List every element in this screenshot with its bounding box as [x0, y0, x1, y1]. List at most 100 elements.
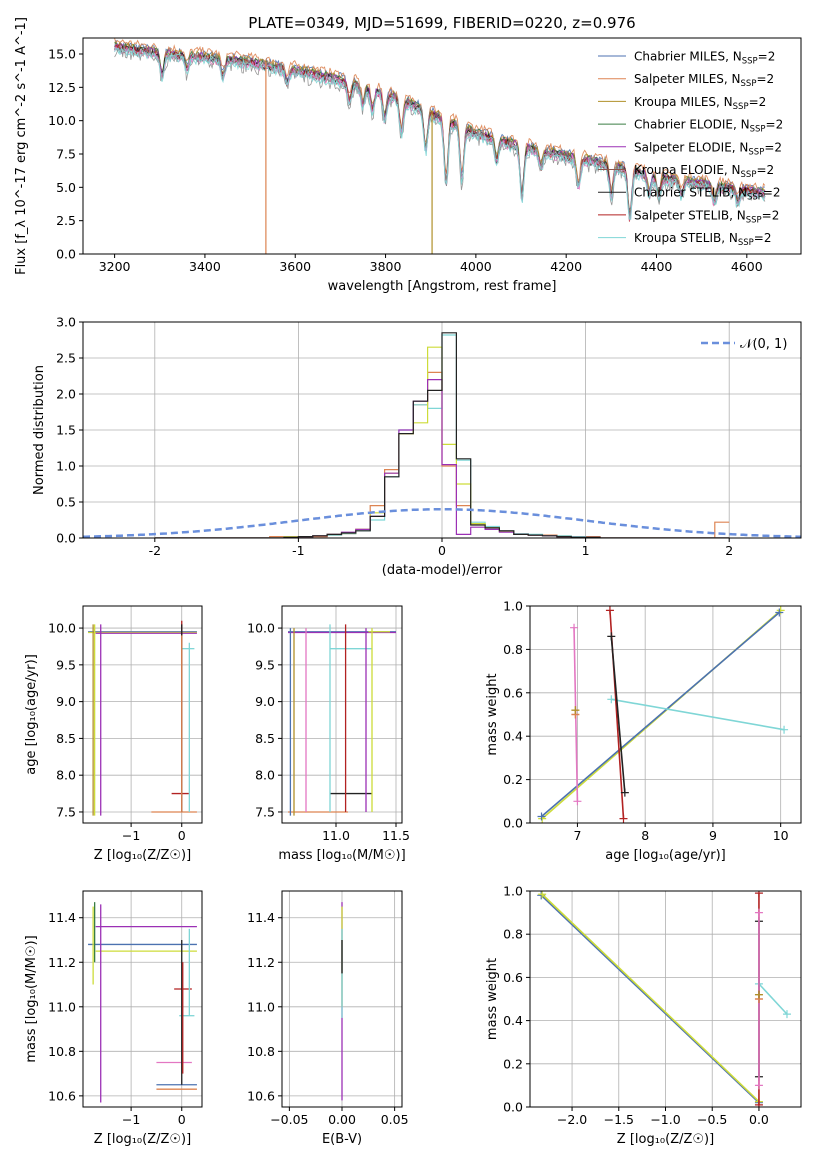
- legend-label: Kroupa MILES, NSSP=2: [634, 95, 766, 112]
- y-tick-label: 5.0: [56, 180, 76, 195]
- y-tick-label: 11.4: [48, 910, 76, 925]
- y-axis-label: age [log₁₀(age/yr)]: [24, 654, 39, 775]
- residuals-legend: 𝒩(0, 1): [701, 337, 787, 352]
- x-tick-label: 0: [438, 543, 446, 558]
- plot-area: [83, 332, 801, 538]
- weight-marker: [607, 632, 616, 641]
- y-tick-label: 10.6: [48, 1088, 76, 1103]
- residuals-panel: -2 -1 0 1 2 0.0 0.5 1.0 1.5 2.0 2.5 3.0 (data-model)…: [32, 315, 802, 578]
- y-tick-label: 2.5: [56, 351, 76, 366]
- legend-subscript: SSP: [742, 57, 758, 67]
- weight-marker: [605, 606, 614, 615]
- y-tick-label: 9.0: [56, 694, 76, 709]
- y-tick-label: 1.0: [503, 884, 523, 899]
- legend-subscript: SSP: [747, 193, 763, 203]
- y-tick-label: 11.2: [247, 955, 275, 970]
- y-tick-label: 11.0: [247, 999, 275, 1014]
- normal-curve-legend-label: 𝒩(0, 1): [740, 337, 787, 352]
- plot-area: [88, 620, 197, 816]
- x-axis-label: (data-model)/error: [382, 563, 503, 578]
- legend-tail: =2: [754, 231, 772, 245]
- legend-subscript: SSP: [748, 147, 764, 157]
- plot-area: [537, 891, 791, 1107]
- y-tick-label: 10.0: [48, 113, 76, 128]
- weight-marker: [607, 695, 616, 704]
- y-tick-label: 9.0: [255, 694, 275, 709]
- y-tick-label: 1.0: [56, 459, 76, 474]
- y-tick-label: 10.8: [48, 1044, 76, 1059]
- x-axis-label: mass [log₁₀(M/M☉)]: [278, 848, 405, 863]
- y-tick-label: 10.8: [247, 1044, 275, 1059]
- weight-vs-metallicity-panel: −2.0 −1.5 −1.0 −0.5 0.0 0.0 0.2 0.4 0.6 0.8 1.0 Z […: [485, 884, 802, 1147]
- y-tick-label: 9.5: [56, 657, 76, 672]
- legend-label: Kroupa STELIB, NSSP=2: [634, 231, 772, 248]
- x-axis-label: Z [log₁₀(Z/Z☉)]: [94, 1132, 191, 1147]
- x-tick-label: 2: [725, 543, 733, 558]
- legend-label: Chabrier MILES, NSSP=2: [634, 50, 775, 67]
- histogram-series: [154, 332, 730, 538]
- y-tick-label: 15.0: [48, 47, 76, 62]
- x-tick-label: 0: [178, 1112, 186, 1127]
- axes-frame: [82, 890, 203, 1108]
- legend-tail: =2: [749, 95, 767, 109]
- weight-marker: [775, 608, 784, 617]
- x-tick-label: −1: [122, 828, 140, 843]
- x-tick-label: −0.05: [270, 1112, 308, 1127]
- x-tick-label: 3800: [370, 259, 402, 274]
- y-tick-label: 0.2: [503, 772, 523, 787]
- y-tick-label: 0.8: [503, 927, 523, 942]
- x-tick-label: 0: [178, 828, 186, 843]
- age-vs-mass-panel: 11.0 11.5 7.5 8.0 8.5 9.0 9.5 10.0 mass [log₁₀(M…: [247, 605, 410, 863]
- axes-frame: [529, 605, 802, 824]
- legend-label: Salpeter STELIB, NSSP=2: [634, 208, 779, 225]
- plot-area: [288, 624, 396, 816]
- weight-line: [758, 983, 788, 1015]
- x-tick-label: 11.0: [322, 828, 350, 843]
- y-tick-label: 1.0: [503, 599, 523, 614]
- y-tick-label: 10.0: [48, 621, 76, 636]
- legend-subscript: SSP: [733, 102, 749, 112]
- plot-area: [537, 606, 789, 823]
- x-tick-label: −2.0: [557, 1112, 587, 1127]
- y-axis-label: mass weight: [485, 958, 500, 1040]
- legend-tail: =2: [758, 50, 776, 64]
- weight-point: [754, 990, 763, 999]
- y-axis-label: Flux [f_λ 10^-17 erg cm^-2 s^-1 A^-1]: [14, 17, 29, 275]
- legend-label: Chabrier STELIB, NSSP=2: [634, 186, 781, 203]
- weight-marker: [619, 814, 628, 823]
- weight-point: [571, 706, 580, 715]
- x-axis-label: wavelength [Angstrom, rest frame]: [328, 279, 557, 294]
- weight-line: [610, 636, 626, 793]
- x-tick-label: 8: [641, 828, 649, 843]
- y-tick-label: 0.8: [503, 642, 523, 657]
- y-tick-label: 8.5: [56, 731, 76, 746]
- y-axis-label: mass weight: [485, 673, 500, 755]
- y-tick-label: 7.5: [56, 147, 76, 162]
- y-tick-label: 7.5: [56, 804, 76, 819]
- legend-label: Chabrier ELODIE, NSSP=2: [634, 118, 783, 135]
- y-tick-label: 0.4: [503, 729, 523, 744]
- x-tick-label: 9: [709, 828, 717, 843]
- y-tick-label: 3.0: [56, 315, 76, 330]
- x-tick-label: 0.00: [328, 1112, 356, 1127]
- legend-tail: =2: [763, 186, 781, 200]
- x-tick-label: 3200: [99, 259, 131, 274]
- x-tick-label: 4000: [460, 259, 492, 274]
- weight-marker: [538, 891, 547, 899]
- legend-tail: =2: [764, 140, 782, 154]
- y-tick-label: 10.0: [247, 621, 275, 636]
- x-tick-label: 10: [773, 828, 789, 843]
- x-axis-label: E(B-V): [322, 1132, 362, 1147]
- x-tick-label: -1: [292, 543, 304, 558]
- y-tick-label: 8.5: [255, 731, 275, 746]
- weight-marker: [754, 891, 763, 898]
- y-tick-label: 11.4: [247, 910, 275, 925]
- axes-frame: [281, 605, 403, 824]
- weight-marker: [754, 908, 763, 917]
- y-tick-label: 8.0: [56, 768, 76, 783]
- x-axis-label: Z [log₁₀(Z/Z☉)]: [617, 1132, 714, 1147]
- weight-marker: [782, 1010, 791, 1019]
- legend-subscript: SSP: [750, 125, 766, 135]
- x-tick-label: 1: [582, 543, 590, 558]
- legend-subscript: SSP: [741, 170, 757, 180]
